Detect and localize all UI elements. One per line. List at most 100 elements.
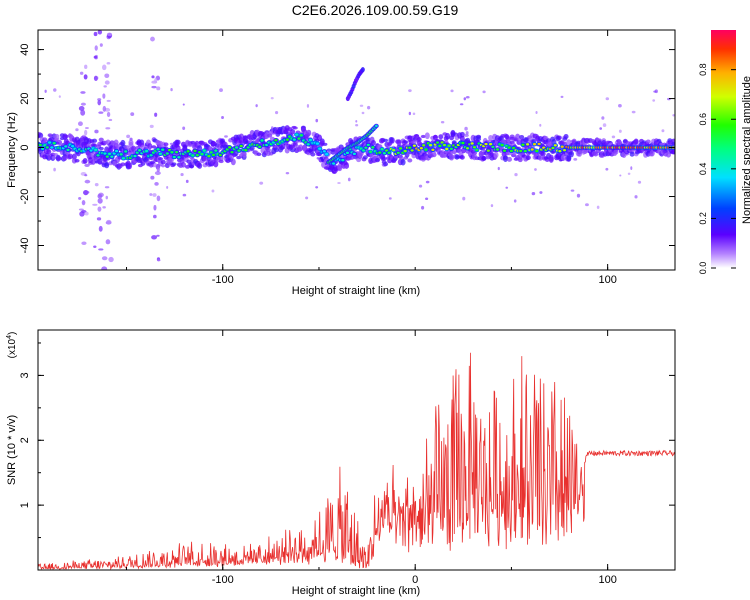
speckle-point (619, 174, 622, 177)
speckle-point (98, 137, 104, 142)
ridge-halo (218, 159, 224, 164)
speckle-point (156, 86, 161, 91)
ridge-halo (613, 149, 619, 155)
ridge-halo (322, 142, 328, 146)
spectrogram-ylabel: Frequency (Hz) (6, 112, 18, 188)
ridge-core (50, 146, 54, 149)
ridge-core (364, 146, 368, 149)
ridge-halo (120, 162, 126, 167)
speckle-point (84, 127, 89, 130)
speckle-point (534, 168, 537, 171)
ridge-halo (57, 139, 63, 146)
speckle-point (497, 166, 500, 171)
ridge-halo (67, 153, 73, 160)
speckle-point (97, 100, 102, 106)
ridge-core (523, 149, 527, 153)
speckle-point (585, 203, 589, 207)
chart-title: C2E6.2026.109.00.59.G19 (291, 2, 459, 18)
colorbar: 0.0 0.2 0.4 0.6 0.8 Normalized spectral ampl… (698, 30, 750, 274)
ridge-halo (175, 139, 181, 146)
ridge-halo (381, 157, 387, 161)
speckle-point (104, 80, 110, 85)
colorbar-label: Normalized spectral amplitude (741, 76, 750, 224)
speckle-point (108, 256, 114, 263)
ridge-core (258, 145, 262, 149)
speckle-point (285, 171, 290, 175)
ridge-core (161, 148, 165, 151)
speckle-point (84, 174, 88, 177)
y-tick-label: -40 (19, 238, 31, 254)
ridge-core (165, 152, 169, 155)
ridge-core (230, 150, 234, 154)
ridge-halo (671, 148, 675, 155)
ridge-core (484, 142, 488, 146)
ridge-core (274, 139, 278, 142)
x-tick-label: 100 (598, 274, 616, 286)
speckle-point (94, 45, 98, 51)
speckle-point (539, 191, 543, 194)
speckle-point (170, 88, 173, 92)
speckle-point (465, 131, 469, 135)
ridge-halo (502, 155, 508, 162)
speckle-point (182, 103, 185, 106)
ridge-core (449, 147, 453, 150)
ridge-core (470, 142, 474, 145)
speckle-point (94, 183, 99, 187)
speckle-point (80, 109, 86, 116)
ridge-halo (362, 155, 368, 160)
upper-branch-point (360, 67, 365, 73)
ridge-core (174, 150, 179, 154)
ridge-core (521, 143, 525, 146)
y-tick-label: 40 (19, 43, 31, 55)
speckle-point (108, 118, 113, 122)
speckle-point (182, 193, 187, 197)
speckle-point (605, 97, 610, 101)
speckle-point (154, 171, 161, 176)
ridge-core (465, 147, 470, 150)
ridge-halo (202, 156, 208, 162)
ridge-halo (506, 156, 512, 162)
ridge-core (308, 138, 313, 142)
ridge-core (207, 154, 211, 158)
speckle-point (98, 248, 104, 251)
speckle-point (97, 197, 103, 204)
speckle-point (149, 124, 154, 129)
ridge-halo (213, 160, 219, 168)
speckle-point (93, 55, 98, 59)
ridge-halo (326, 148, 332, 152)
speckle-point (462, 196, 466, 201)
speckle-point (359, 104, 364, 107)
ridge-core (149, 154, 153, 157)
speckle-point (75, 128, 79, 132)
ridge-core (114, 149, 119, 153)
ridge-core (408, 146, 412, 149)
ridge-halo (459, 131, 465, 138)
ridge-core (186, 150, 190, 153)
speckle-point (79, 71, 84, 75)
ridge-core (371, 146, 375, 149)
ridge-halo (180, 162, 186, 168)
ridge-core (94, 148, 98, 152)
ridge-core (47, 141, 52, 144)
ridge-halo (92, 138, 98, 143)
ridge-core (447, 144, 451, 147)
ridge-core (144, 149, 149, 153)
speckle-point (259, 181, 264, 185)
speckle-point (157, 259, 161, 262)
ridge-core (103, 152, 107, 155)
ridge-core (392, 148, 396, 152)
ridge-core (66, 148, 70, 152)
speckle-point (182, 126, 186, 131)
snr-multiplier: (x104) (6, 332, 18, 359)
snr-marks (38, 352, 675, 570)
speckle-point (78, 196, 82, 200)
ridge-core (475, 148, 479, 152)
ridge-core (96, 154, 100, 157)
colorbar-tick-label: 0.0 (698, 262, 708, 275)
x-tick-label: 100 (598, 574, 616, 586)
ridge-core (509, 149, 514, 153)
ridge-core (435, 141, 440, 144)
ridge-halo (563, 133, 569, 140)
speckle-point (570, 189, 575, 192)
